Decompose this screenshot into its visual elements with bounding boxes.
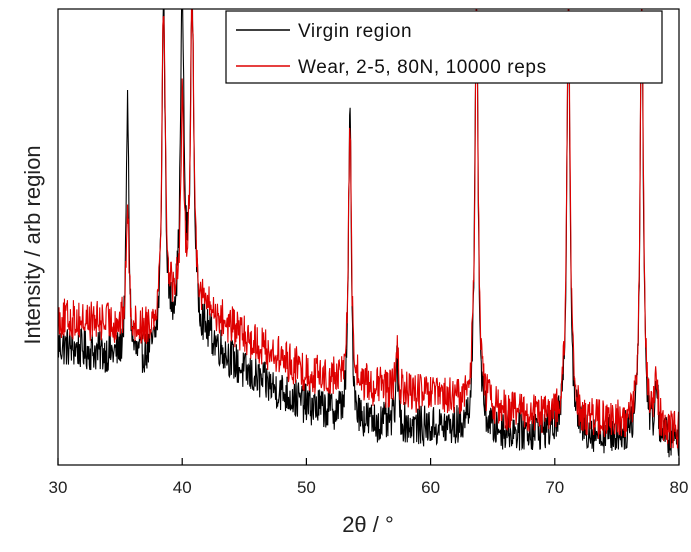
x-axis-label: 2θ / ° xyxy=(342,512,394,537)
x-tick-label: 30 xyxy=(49,478,68,497)
y-axis-label: Intensity / arb region xyxy=(20,145,45,344)
plot-frame xyxy=(57,8,680,466)
x-tick-label: 70 xyxy=(545,478,564,497)
series-layer xyxy=(58,9,679,458)
x-axis-ticks: 30 40 50 60 70 80 xyxy=(49,458,689,497)
x-tick-label: 60 xyxy=(421,478,440,497)
legend-label-wear: Wear, 2-5, 80N, 10000 reps xyxy=(298,57,547,78)
legend-box xyxy=(225,10,663,84)
x-tick-label: 40 xyxy=(173,478,192,497)
series-line-wear xyxy=(58,9,679,450)
x-tick-label: 80 xyxy=(670,478,689,497)
legend-label-virgin-region: Virgin region xyxy=(298,21,412,42)
x-tick-label: 50 xyxy=(297,478,316,497)
legend: Virgin region Wear, 2-5, 80N, 10000 reps xyxy=(225,10,663,84)
